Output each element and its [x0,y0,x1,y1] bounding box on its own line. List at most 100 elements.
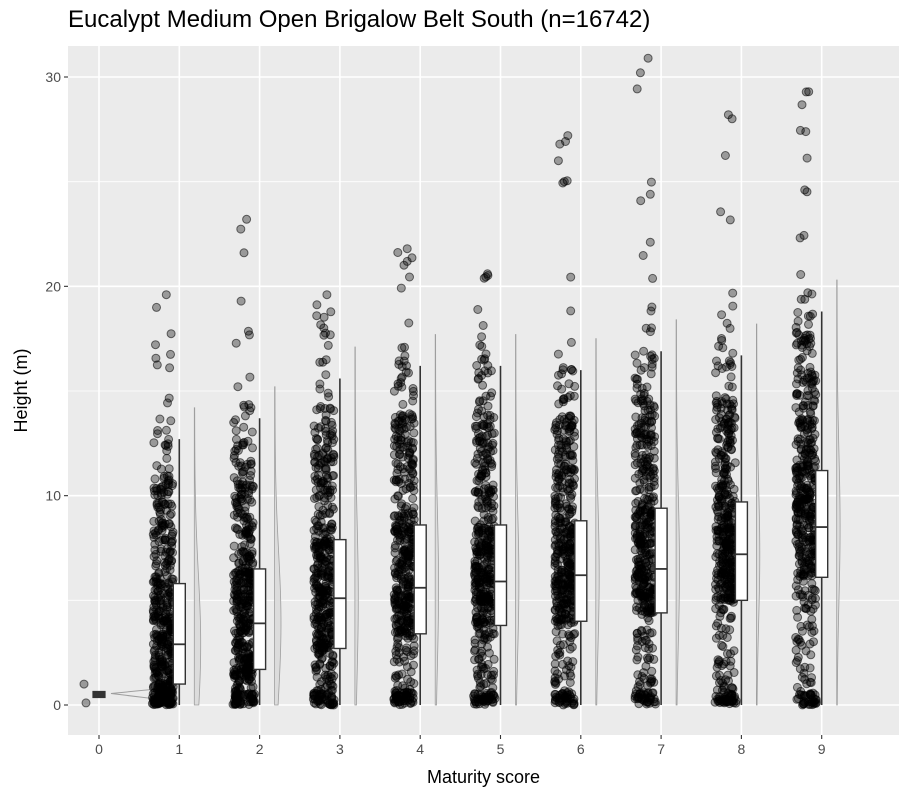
data-point [312,300,322,310]
data-point [635,680,645,690]
data-point [474,539,484,549]
data-point [161,290,171,300]
data-point [327,438,337,448]
data-point [328,650,338,660]
data-point [800,185,810,195]
data-point [636,625,646,635]
data-point [150,474,160,484]
data-point [316,320,326,330]
data-point [551,483,561,492]
data-point [323,438,333,448]
x-axis-title: Maturity score [427,767,540,787]
data-point [326,307,336,317]
data-point [156,464,166,474]
data-point [555,514,565,524]
data-point [149,647,159,657]
data-point [150,545,160,555]
data-point [718,642,728,651]
data-point [320,560,330,569]
data-point [472,361,482,370]
data-point [641,557,651,567]
data-point [649,353,659,363]
data-point [486,391,495,401]
data-point [148,530,158,539]
data-point [559,603,568,613]
data-point [240,411,250,421]
data-point [319,587,329,597]
data-point [713,445,723,455]
data-point [717,334,726,343]
data-point [720,151,730,160]
data-point [315,379,325,389]
data-point [554,649,563,659]
y-tick-label: 0 [53,697,61,713]
data-point [643,53,653,63]
data-point [801,604,811,614]
data-point [646,405,655,415]
data-point [720,575,729,585]
data-point [635,506,645,516]
x-tick-label: 3 [336,741,344,757]
data-point [644,394,654,404]
data-point [313,612,323,622]
data-point [562,690,572,700]
data-point [486,674,496,684]
data-point [163,499,173,509]
data-point [246,456,256,466]
data-point [807,614,817,624]
data-point [229,541,239,551]
data-point [557,565,567,575]
data-point [729,668,739,677]
data-point [239,585,249,595]
data-point [475,678,485,688]
data-point [713,499,723,509]
data-point [563,392,573,402]
data-point [643,655,653,665]
data-point [403,695,413,705]
data-point [321,463,330,473]
data-point [150,633,160,643]
data-point [484,591,494,601]
data-point [797,100,807,110]
data-point [552,636,562,646]
data-point [163,439,173,449]
data-point [645,452,655,462]
data-point [242,214,252,224]
data-point [807,552,817,561]
data-point [309,421,319,431]
data-point [565,644,575,654]
data-point [728,395,738,405]
data-point [797,626,807,636]
data-point [315,384,325,394]
data-point [231,434,241,444]
data-point [639,477,649,487]
data-point [566,633,576,643]
data-point [245,607,255,617]
violin-shape [515,334,520,706]
data-point [324,596,334,606]
data-point [802,153,812,163]
data-point [796,270,806,279]
data-point [804,87,814,97]
data-point [475,396,485,406]
data-point [564,661,574,671]
data-point [154,524,164,534]
data-point [152,625,161,634]
data-point [797,533,807,543]
data-point [637,672,647,681]
data-point [328,426,338,436]
data-point [639,592,648,602]
data-point [630,573,640,583]
data-point [648,273,658,283]
data-point [401,580,411,590]
x-tick-label: 6 [577,741,585,757]
data-point [318,357,328,367]
data-point [550,659,560,669]
data-point [798,377,808,387]
data-point [325,330,335,340]
data-point [723,110,733,120]
data-point [233,691,242,701]
data-point [243,326,253,336]
data-point [166,416,176,426]
